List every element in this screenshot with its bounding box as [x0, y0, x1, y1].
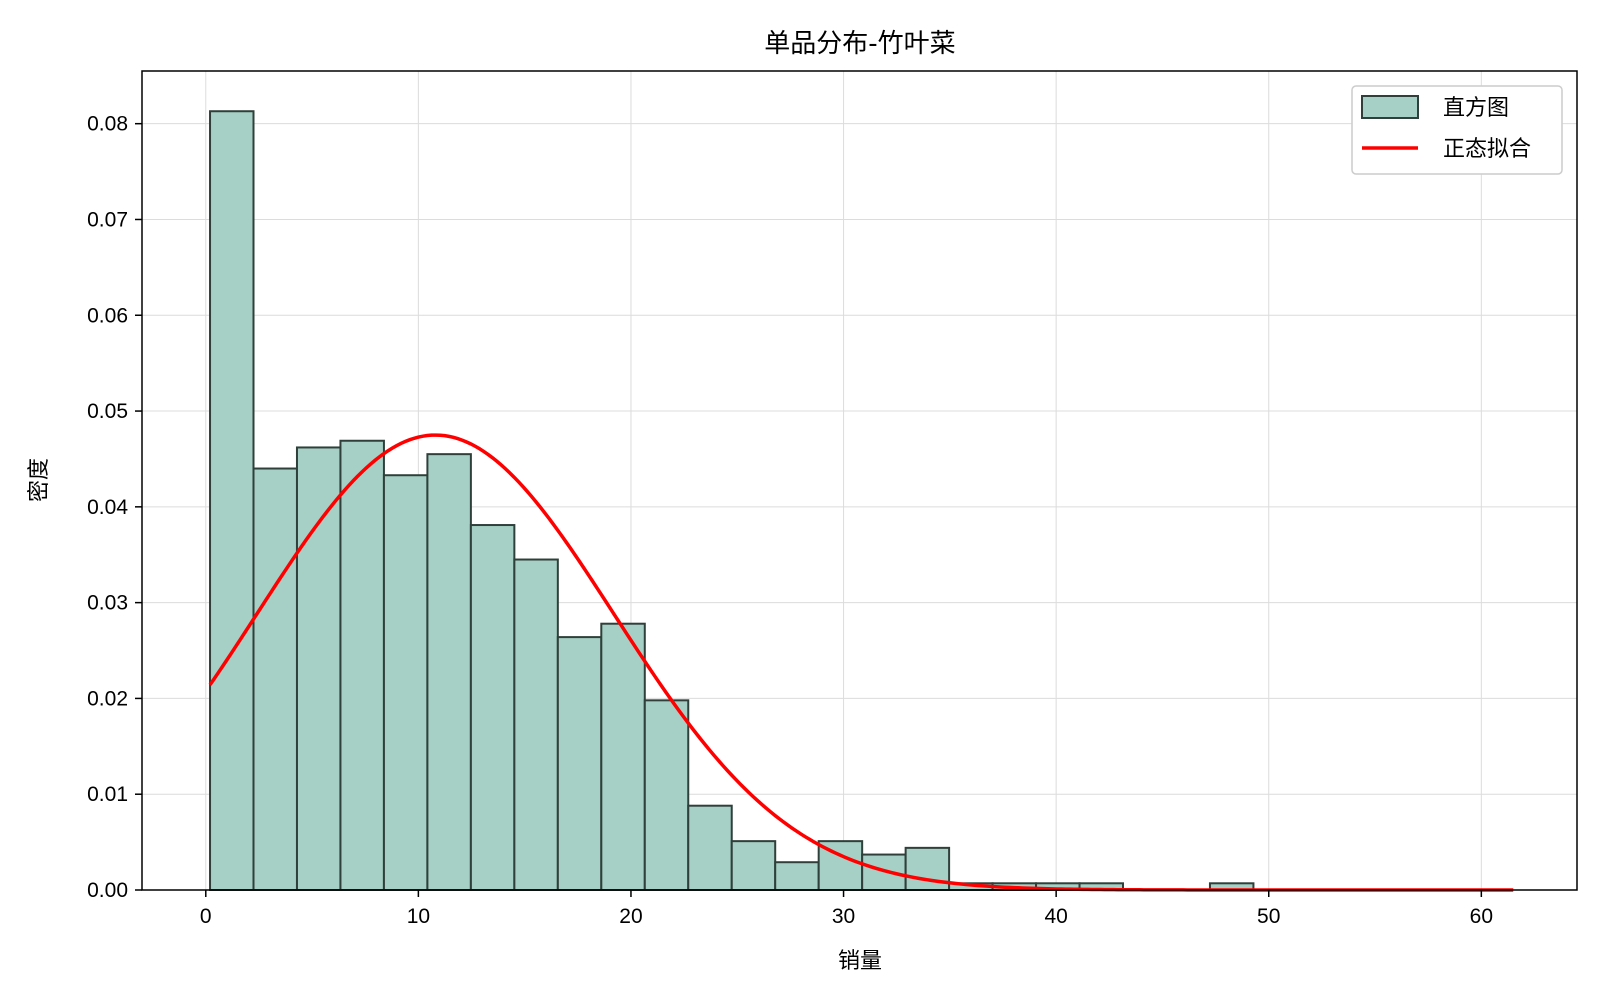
y-tick-label: 0.02 — [87, 687, 128, 710]
x-tick-label: 30 — [832, 905, 855, 928]
plot-frame — [141, 70, 1578, 891]
y-tick-label: 0.07 — [87, 208, 128, 231]
y-tick-label: 0.03 — [87, 592, 128, 615]
y-axis-ticks: 0.00 0.01 0.02 0.03 0.04 0.05 0.06 0.07 0.08 — [87, 113, 142, 902]
histogram-bar — [687, 804, 733, 891]
histogram-bar — [469, 524, 516, 891]
histogram-bar — [513, 558, 559, 891]
histogram-bar — [209, 110, 255, 892]
x-axis-ticks: 0 10 20 30 40 50 60 — [200, 890, 1493, 928]
y-tick-label: 0.00 — [87, 879, 128, 902]
histogram-bars — [209, 110, 1255, 892]
x-tick-label: 50 — [1257, 905, 1280, 928]
y-tick-label: 0.06 — [87, 304, 128, 327]
x-axis-label: 销量 — [838, 949, 882, 974]
histogram-bar — [556, 636, 603, 891]
histogram-bar — [774, 861, 820, 892]
histogram-bar — [382, 474, 429, 891]
histogram-bar — [339, 439, 385, 891]
histogram-bar — [252, 467, 298, 891]
y-axis-label: 密度 — [27, 458, 52, 502]
x-tick-label: 10 — [407, 905, 430, 928]
chart-title: 单品分布-竹叶菜 — [764, 29, 955, 59]
y-tick-label: 0.05 — [87, 400, 128, 423]
x-tick-label: 20 — [619, 905, 642, 928]
legend-histogram-label: 直方图 — [1443, 96, 1509, 121]
histogram-bar — [643, 699, 690, 892]
y-tick-label: 0.01 — [87, 783, 128, 806]
y-tick-label: 0.08 — [87, 113, 128, 136]
legend-histogram-swatch — [1361, 95, 1419, 119]
x-tick-label: 60 — [1470, 905, 1493, 928]
legend-fit-label: 正态拟合 — [1443, 137, 1531, 162]
x-tick-label: 0 — [200, 905, 212, 928]
histogram-bar — [600, 622, 646, 891]
histogram-bar — [426, 453, 472, 891]
histogram-bar — [295, 446, 342, 891]
legend: 直方图 正态拟合 — [1351, 85, 1563, 175]
y-tick-label: 0.04 — [87, 496, 128, 519]
x-tick-label: 40 — [1044, 905, 1067, 928]
histogram-bar — [730, 840, 777, 891]
